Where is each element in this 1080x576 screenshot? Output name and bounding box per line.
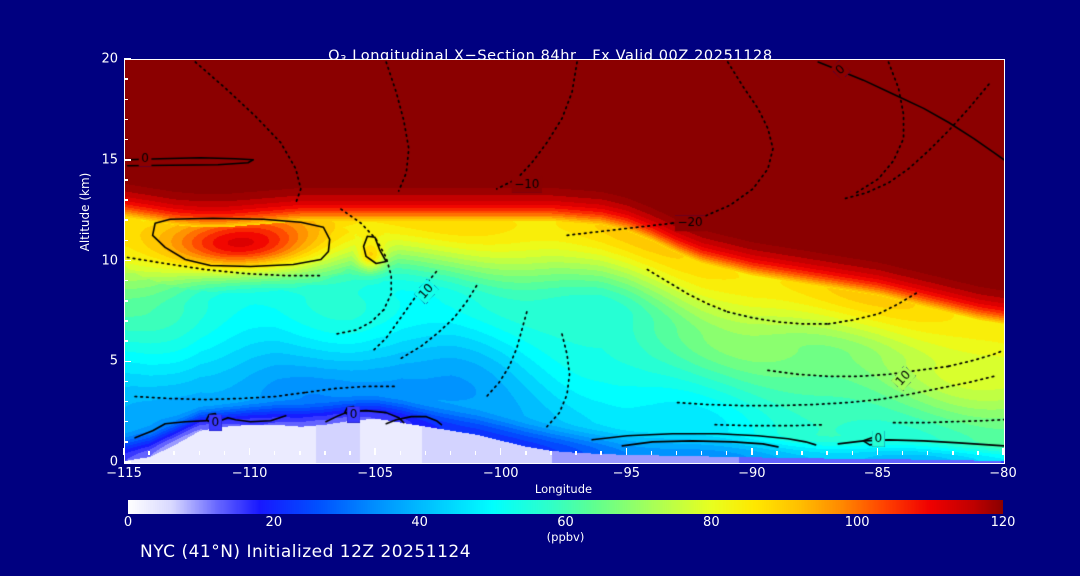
x-minor-tick — [173, 451, 175, 455]
x-tick-label: −90 — [738, 466, 766, 481]
y-tick-label: 5 — [109, 353, 118, 369]
colorbar-tick-label: 40 — [411, 515, 428, 530]
colorbar — [128, 500, 1003, 514]
x-minor-tick — [299, 451, 301, 455]
x-minor-tick — [801, 451, 803, 455]
x-minor-tick — [977, 451, 979, 455]
y-tick-mark — [124, 159, 131, 161]
x-minor-tick — [700, 451, 703, 455]
x-minor-tick — [675, 451, 678, 455]
x-tick-mark — [1002, 448, 1004, 455]
y-minor-tick — [124, 98, 128, 101]
footer-caption: NYC (41°N) Initialized 12Z 20251124 — [140, 542, 472, 562]
x-minor-tick — [575, 451, 577, 455]
x-tick-label: −115 — [106, 466, 142, 481]
y-minor-tick — [124, 380, 128, 383]
plot-area — [124, 59, 1005, 464]
colorbar-tick-label: 100 — [844, 515, 870, 530]
x-tick-label: −95 — [612, 466, 640, 481]
y-minor-tick — [124, 138, 128, 141]
x-minor-tick — [474, 451, 477, 455]
x-minor-tick — [952, 451, 954, 455]
y-minor-tick — [124, 219, 128, 221]
ozone-heatmap-canvas — [125, 60, 1004, 463]
x-minor-tick — [550, 451, 552, 455]
x-tick-label: −100 — [482, 466, 519, 481]
x-minor-tick — [399, 451, 401, 455]
x-minor-tick — [324, 451, 326, 455]
x-axis-label: Longitude — [534, 482, 593, 496]
y-minor-tick — [124, 300, 128, 302]
y-tick-mark — [124, 58, 131, 60]
x-minor-tick — [148, 451, 150, 455]
y-tick-label: 10 — [101, 253, 118, 268]
y-minor-tick — [124, 78, 128, 80]
x-tick-label: −110 — [231, 466, 268, 481]
colorbar-unit-label: (ppbv) — [546, 530, 585, 544]
x-tick-mark — [499, 448, 502, 455]
x-minor-tick — [650, 451, 653, 455]
y-tick-label: 15 — [101, 152, 118, 168]
y-minor-tick — [124, 179, 128, 181]
x-minor-tick — [725, 451, 728, 455]
x-tick-mark — [625, 448, 628, 455]
x-tick-label: −85 — [863, 466, 892, 481]
x-tick-mark — [876, 448, 879, 455]
y-minor-tick — [124, 420, 128, 423]
x-minor-tick — [826, 451, 828, 455]
y-minor-tick — [124, 441, 128, 443]
y-minor-tick — [124, 400, 128, 403]
x-tick-mark — [248, 448, 251, 455]
x-minor-tick — [273, 451, 276, 455]
colorbar-gradient — [128, 500, 1003, 514]
colorbar-tick-label: 20 — [265, 515, 283, 530]
colorbar-tick-label: 80 — [703, 515, 720, 530]
y-tick-label: 20 — [101, 51, 118, 67]
y-minor-tick — [124, 340, 128, 342]
x-minor-tick — [600, 451, 602, 455]
y-minor-tick — [124, 199, 128, 201]
x-tick-label: −105 — [357, 466, 393, 481]
y-minor-tick — [124, 118, 128, 121]
colorbar-tick-label: 60 — [557, 515, 574, 530]
colorbar-tick-label: 120 — [990, 515, 1016, 530]
x-minor-tick — [776, 451, 778, 455]
y-tick-mark — [124, 259, 131, 262]
title-species: O — [328, 48, 341, 64]
x-tick-mark — [123, 448, 125, 455]
x-minor-tick — [525, 451, 527, 455]
colorbar-tick-label: 0 — [123, 515, 133, 530]
x-minor-tick — [901, 451, 904, 455]
x-tick-label: −80 — [989, 466, 1017, 481]
y-tick-mark — [124, 461, 131, 463]
x-minor-tick — [449, 451, 452, 455]
y-tick-label: 0 — [109, 454, 118, 470]
x-minor-tick — [223, 451, 226, 455]
x-minor-tick — [424, 451, 427, 455]
y-minor-tick — [124, 279, 128, 282]
x-minor-tick — [198, 451, 201, 455]
x-minor-tick — [926, 451, 929, 455]
y-minor-tick — [124, 320, 128, 322]
x-minor-tick — [349, 451, 351, 455]
y-axis-label: Altitude (km) — [78, 172, 92, 252]
x-minor-tick — [851, 451, 854, 455]
y-minor-tick — [124, 239, 128, 242]
y-tick-mark — [124, 360, 131, 362]
x-tick-mark — [751, 448, 753, 455]
x-tick-mark — [374, 448, 376, 455]
